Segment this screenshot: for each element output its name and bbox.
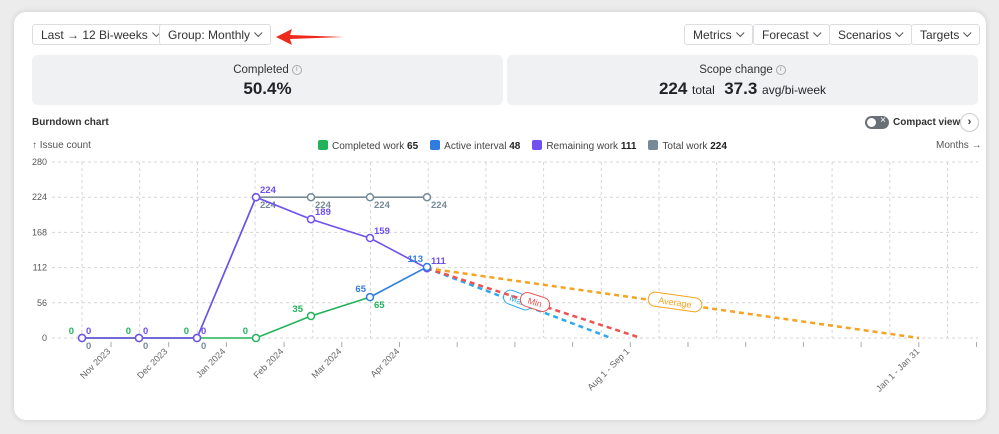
info-icon[interactable]: i — [291, 64, 302, 75]
compact-view-label: Compact view — [893, 117, 961, 128]
scope-label: Scope change — [699, 64, 773, 76]
data-label: 189 — [315, 207, 331, 218]
series-line-remaining-work — [82, 196, 428, 339]
scenarios-label: Scenarios — [838, 27, 892, 42]
data-point — [192, 333, 202, 343]
forecast-label: Forecast — [762, 27, 809, 42]
data-label: 224 — [315, 200, 332, 211]
targets-dropdown[interactable]: Targets — [911, 24, 981, 45]
y-tick-label: 168 — [32, 227, 47, 237]
data-point — [134, 333, 144, 343]
y-tick-label: 112 — [33, 263, 47, 273]
scenarios-dropdown[interactable]: Scenarios — [829, 24, 913, 45]
series-line-total-work — [82, 196, 427, 339]
data-point — [365, 292, 375, 302]
data-label: 35 — [292, 304, 303, 315]
legend-item-active[interactable]: Active interval 48 — [430, 140, 520, 152]
data-point — [422, 262, 432, 272]
scope-change-stat: Scope change i 224 total 37.3 avg/bi-week — [507, 55, 978, 105]
data-label: 0 — [86, 326, 91, 337]
chevron-right-icon[interactable]: › — [960, 113, 979, 132]
y-tick-label: 224 — [32, 192, 47, 202]
x-axis-hint[interactable]: Months → — [936, 140, 982, 151]
data-label: 159 — [374, 226, 390, 237]
series-line-active-interval — [369, 266, 428, 298]
scope-total-unit: total — [692, 83, 715, 97]
data-point — [251, 333, 261, 343]
chart-legend: Completed work 65 Active interval 48 Rem… — [318, 140, 727, 152]
data-point — [306, 214, 316, 224]
data-label: 65 — [355, 284, 366, 295]
targets-label: Targets — [920, 27, 960, 42]
data-label: 224 — [431, 200, 448, 211]
data-label: 111 — [431, 256, 447, 267]
data-point — [365, 233, 375, 243]
forecast-line-average — [426, 266, 920, 340]
forecast-dropdown[interactable]: Forecast — [753, 24, 830, 45]
x-tick-label: Nov 2023 — [78, 346, 112, 380]
completed-stat: Completed i 50.4% — [32, 55, 503, 105]
data-label: 0 — [126, 326, 131, 337]
data-label: 0 — [143, 326, 148, 337]
x-tick-label: Aug 1 - Sep 1 — [585, 346, 631, 392]
data-label: 0 — [86, 341, 91, 352]
x-tick-label: Feb 2024 — [251, 346, 285, 380]
data-label: 224 — [260, 200, 277, 211]
data-point — [251, 192, 261, 202]
legend-item-completed[interactable]: Completed work 65 — [318, 140, 418, 152]
legend-item-total[interactable]: Total work 224 — [648, 140, 727, 152]
chart-title: Burndown chart — [32, 117, 109, 128]
data-label: 0 — [184, 326, 189, 337]
x-tick-label: Jan 1 - Jan 31 — [874, 346, 921, 393]
forecast-label-average: Average — [647, 291, 703, 313]
y-tick-label: 56 — [37, 298, 47, 308]
completed-label: Completed — [233, 64, 289, 76]
range-label: Last → 12 Bi-weeks — [41, 27, 148, 42]
data-point — [365, 192, 375, 202]
scope-total: 224 — [658, 79, 688, 98]
group-label: Group: Monthly — [168, 27, 251, 42]
data-label: 224 — [374, 200, 391, 211]
data-label: 0 — [243, 326, 248, 337]
x-tick-label: Apr 2024 — [369, 346, 402, 379]
data-point — [422, 192, 432, 202]
data-point — [306, 311, 316, 321]
svg-text:Min: Min — [526, 295, 543, 309]
metrics-dropdown[interactable]: Metrics — [684, 24, 753, 45]
forecast-line-max — [426, 267, 612, 340]
red-arrow-annotation — [276, 29, 344, 45]
data-point — [306, 192, 316, 202]
forecast-label-min: Min — [519, 292, 551, 312]
scope-avg: 37.3 — [724, 79, 758, 98]
svg-text:Average: Average — [658, 295, 692, 310]
group-dropdown[interactable]: Group: Monthly — [159, 24, 272, 45]
legend-item-remaining[interactable]: Remaining work 111 — [532, 140, 636, 152]
completed-value: 50.4% — [243, 79, 292, 98]
data-label: 113 — [408, 254, 423, 265]
data-label: 0 — [69, 326, 74, 337]
data-label: 224 — [260, 185, 277, 196]
data-label: 0 — [201, 326, 206, 337]
y-tick-label: 280 — [32, 157, 47, 167]
data-label: 0 — [201, 341, 206, 352]
y-axis-hint: ↑ Issue count — [32, 140, 91, 151]
compact-view-toggle[interactable]: × — [865, 115, 889, 129]
y-tick-label: 0 — [42, 333, 47, 343]
x-tick-label: Dec 2023 — [135, 346, 169, 380]
info-icon[interactable]: i — [775, 64, 786, 75]
data-label: 65 — [374, 300, 385, 311]
data-point — [77, 333, 87, 343]
metrics-label: Metrics — [693, 27, 732, 42]
data-label: 0 — [143, 341, 148, 352]
scope-avg-unit: avg/bi-week — [762, 83, 827, 97]
x-tick-label: Mar 2024 — [309, 346, 343, 380]
x-tick-label: Jan 2024 — [194, 346, 227, 379]
